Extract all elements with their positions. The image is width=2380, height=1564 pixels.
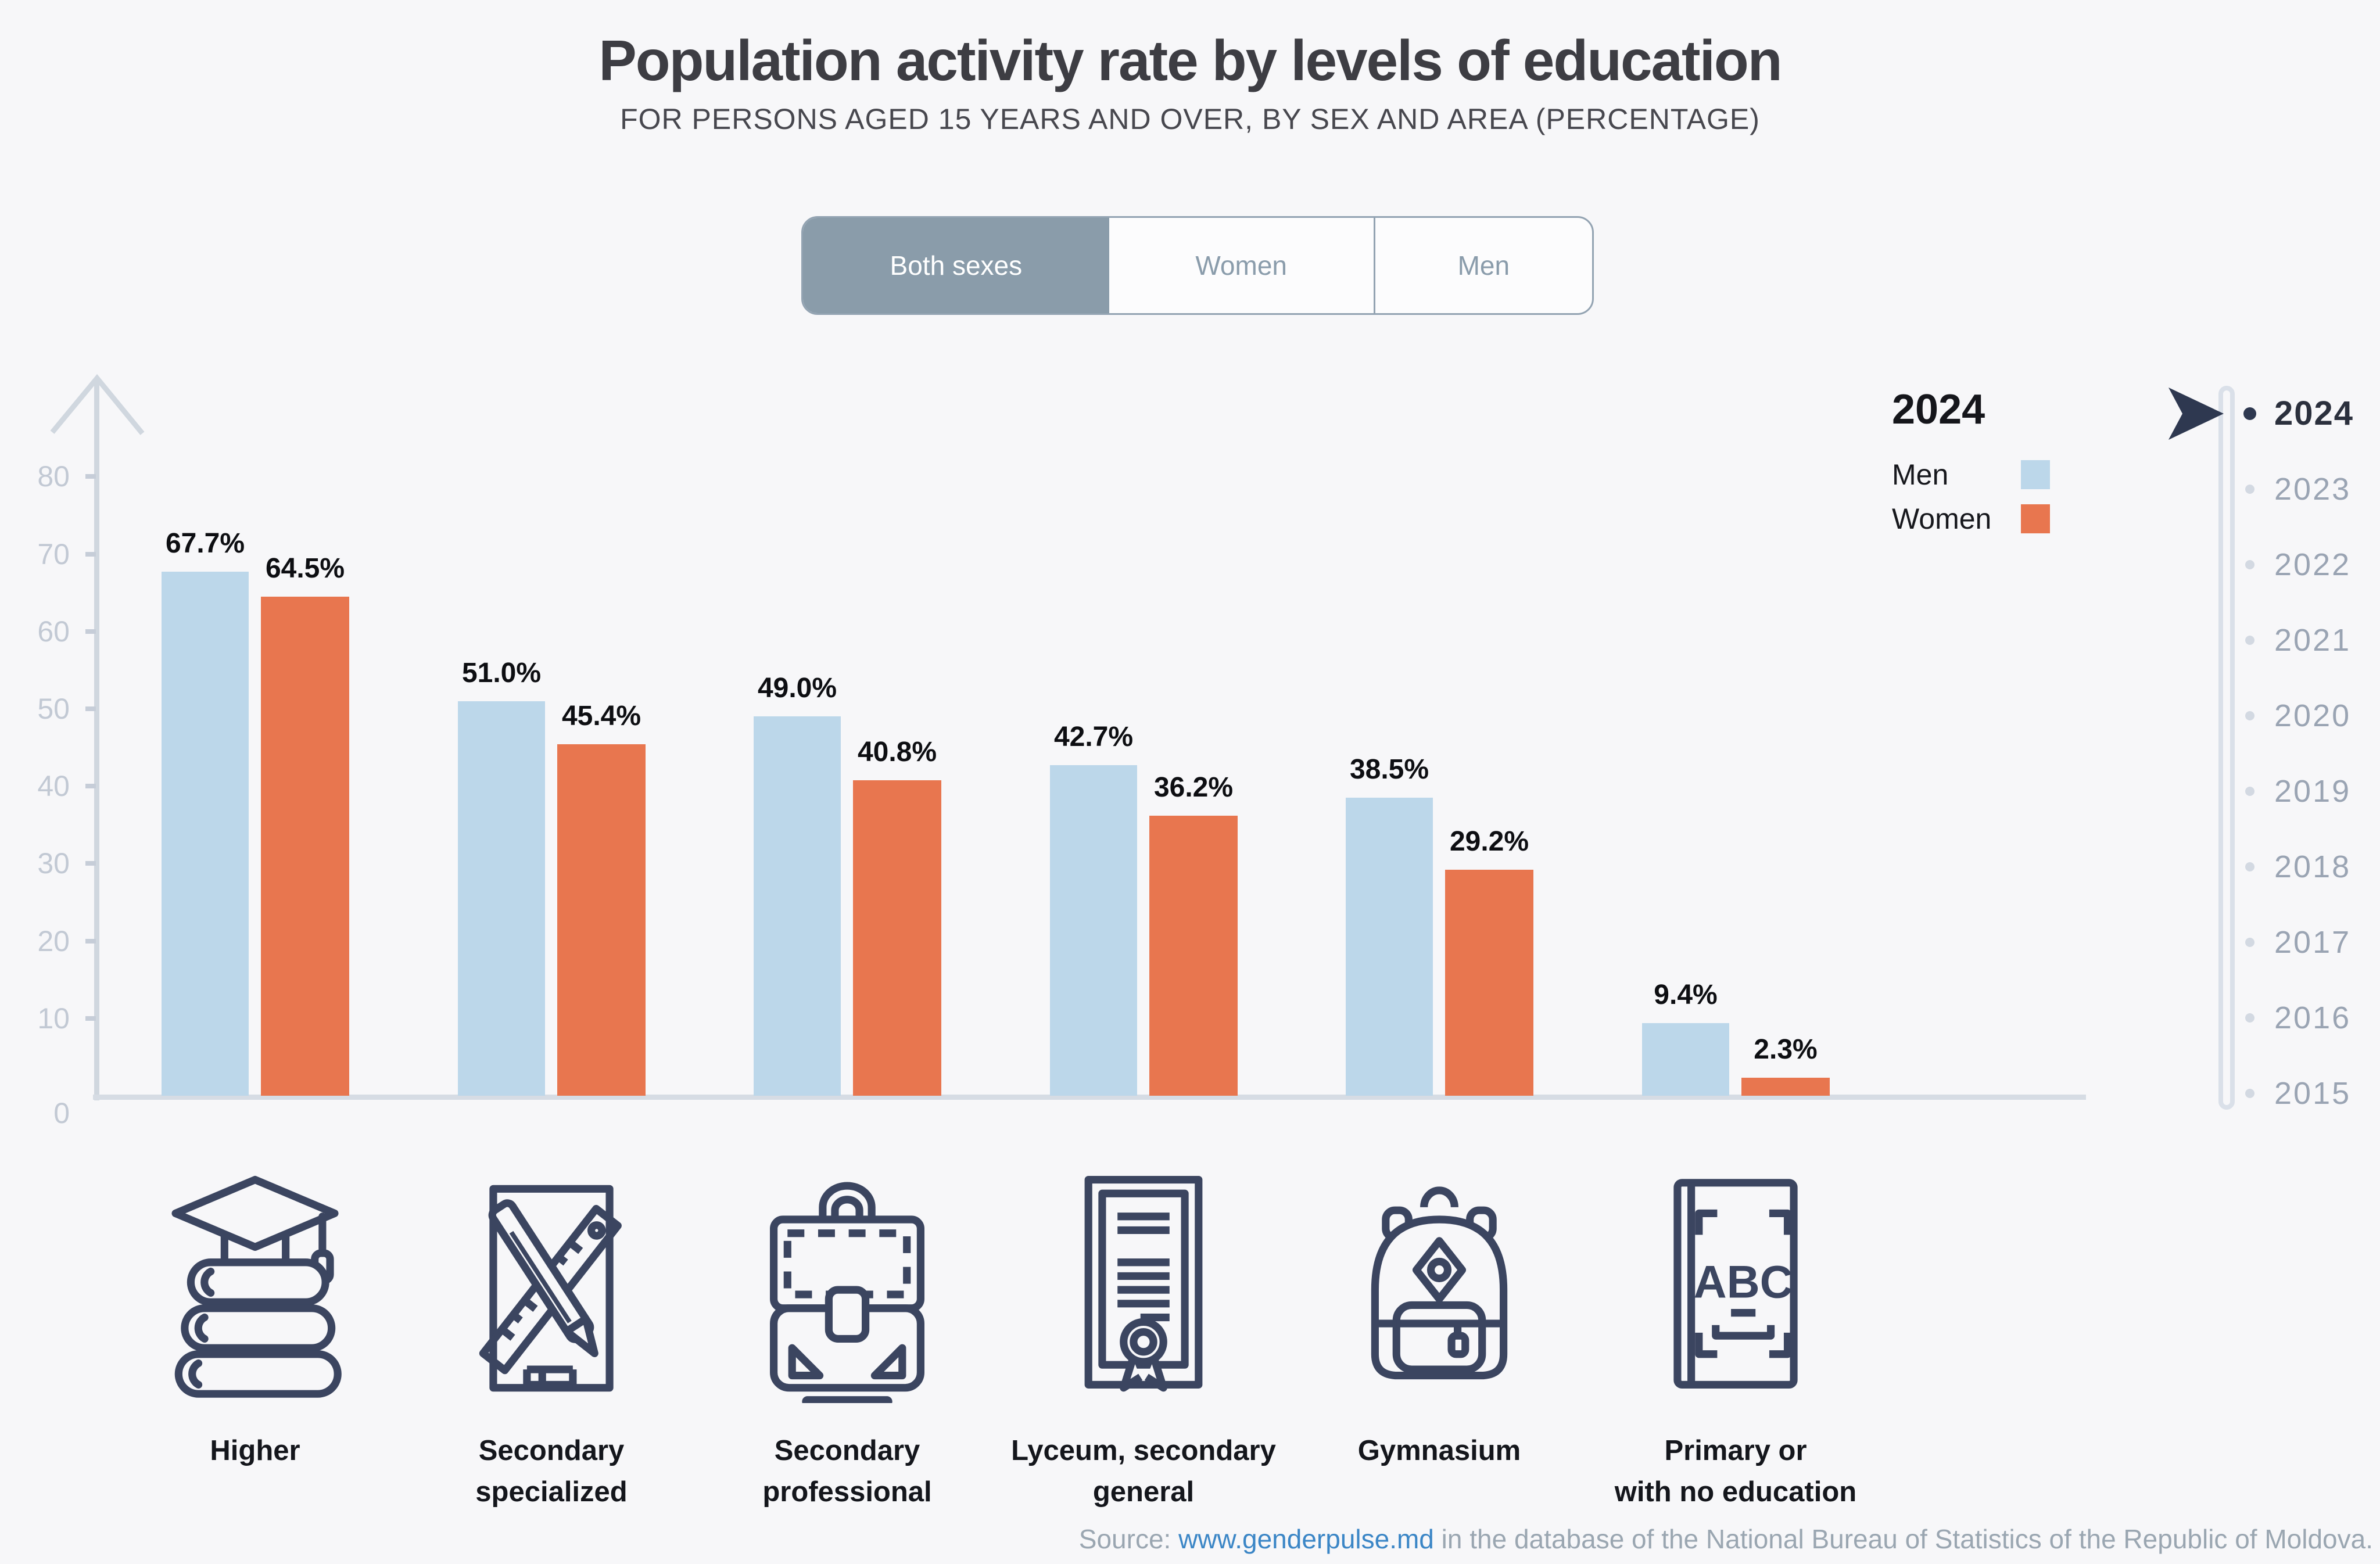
y-axis-tick-label: 60 [37,615,70,648]
bar-men-0 [162,572,249,1096]
y-axis-tick [85,1016,96,1021]
toggle-women[interactable]: Women [1195,250,1287,281]
y-axis-tick [85,551,96,557]
timeline-dot-2016[interactable] [2245,1013,2254,1023]
bar-value-label: 2.3% [1754,1034,1818,1065]
timeline-year-2017[interactable]: 2017 [2274,925,2352,960]
x-axis-line [93,1095,2086,1100]
timeline-dot-2022[interactable] [2245,560,2254,569]
y-axis-tick-label: 70 [37,537,70,571]
timeline-year-2022[interactable]: 2022 [2274,547,2352,582]
legend-swatch-men [2021,460,2050,489]
y-axis-tick-label: 30 [37,847,70,880]
y-axis-tick [85,861,96,866]
bar-women-4 [1445,870,1533,1096]
y-axis-tick-label: 0 [53,1097,70,1129]
toggle-both-sexes[interactable]: Both sexes [803,218,1109,313]
page-subtitle: FOR PERSONS AGED 15 YEARS AND OVER, BY S… [620,103,1760,135]
bar-value-label: 38.5% [1349,754,1429,785]
bar-men-3 [1050,765,1137,1096]
bar-value-label: 51.0% [461,658,542,688]
bar-men-4 [1346,798,1433,1096]
bar-women-0 [261,597,349,1096]
books-graduation-cap-icon [156,1174,354,1403]
y-axis-tick [85,629,96,634]
timeline-year-2016[interactable]: 2016 [2274,1000,2352,1035]
legend-year: 2024 [1892,386,1985,433]
timeline-dot-2024[interactable] [2243,407,2256,420]
bar-women-1 [557,744,646,1096]
category-label: Higher [210,1435,300,1466]
page-title: Population activity rate by levels of ed… [598,28,1782,92]
bar-value-label: 49.0% [757,673,837,704]
timeline-year-2015[interactable]: 2015 [2274,1076,2352,1111]
ruler-pencil-icon [453,1174,650,1403]
y-axis-tick-label: 80 [37,460,70,493]
timeline-year-2020[interactable]: 2020 [2274,698,2352,733]
bar-women-3 [1149,816,1238,1096]
legend-item-men: Men [1892,458,2050,491]
timeline-dot-2018[interactable] [2245,862,2254,871]
bar-men-5 [1642,1023,1729,1096]
timeline-year-2019[interactable]: 2019 [2274,774,2352,809]
abc-book-icon: ABC [1637,1174,1834,1403]
category-label: Primary or with no education [1614,1435,1857,1508]
svg-text:ABC: ABC [1694,1255,1793,1307]
bar-value-label: 9.4% [1654,980,1718,1010]
timeline-dot-2019[interactable] [2245,787,2254,796]
timeline-dot-2017[interactable] [2245,938,2254,947]
category-label: Secondary professional [762,1435,932,1508]
timeline-dot-2021[interactable] [2245,636,2254,645]
bar-value-label: 67.7% [165,528,245,559]
timeline-cursor-icon [2168,388,2224,440]
timeline-dot-2020[interactable] [2245,711,2254,720]
category-label: Gymnasium [1357,1435,1521,1466]
legend-label: Women [1892,503,1992,535]
y-axis-tick [85,706,96,711]
legend-item-women: Women [1892,503,2050,535]
timeline-year-2021[interactable]: 2021 [2274,623,2352,658]
y-axis-tick-label: 50 [37,693,70,725]
bar-value-label: 36.2% [1153,772,1234,803]
bar-value-label: 40.8% [857,737,937,767]
backpack-icon [1340,1174,1538,1403]
diploma-icon [1045,1174,1242,1403]
category-label: Lyceum, secondary general [1011,1435,1276,1508]
timeline-rail [2218,386,2235,1110]
category-label: Secondary specialized [475,1435,628,1508]
timeline-year-2023[interactable]: 2023 [2274,472,2352,507]
timeline-dot-2015[interactable] [2245,1089,2254,1098]
bar-men-1 [458,701,545,1096]
source-link[interactable]: www.genderpulse.md [1178,1524,1434,1554]
bar-men-2 [754,716,841,1096]
bar-value-label: 42.7% [1053,722,1134,752]
sex-toggle: Both sexes Women Men [801,216,1594,315]
timeline-year-2018[interactable]: 2018 [2274,849,2352,884]
y-axis-tick-label: 20 [37,924,70,957]
source-suffix: in the database of the National Bureau o… [1433,1524,2373,1554]
y-axis-tick-label: 10 [37,1002,70,1035]
y-axis-tick [85,784,96,789]
source-note: Source: www.genderpulse.md in the databa… [0,1523,2373,1555]
bar-value-label: 45.4% [561,701,641,731]
toggle-men[interactable]: Men [1373,218,1592,313]
legend-swatch-women [2021,504,2050,533]
briefcase-icon [748,1174,946,1403]
y-axis-tick-label: 40 [37,770,70,803]
timeline-dot-2023[interactable] [2245,485,2254,494]
y-axis-tick [85,474,96,479]
bar-value-label: 64.5% [265,553,345,584]
y-axis-tick [85,938,96,944]
legend-label: Men [1892,458,1949,491]
bar-women-5 [1741,1078,1830,1096]
bar-women-2 [853,780,941,1096]
y-axis-line [94,378,99,1100]
bar-value-label: 29.2% [1449,826,1529,857]
source-prefix: Source: [1078,1524,1179,1554]
timeline-year-2024[interactable]: 2024 [2274,394,2354,432]
